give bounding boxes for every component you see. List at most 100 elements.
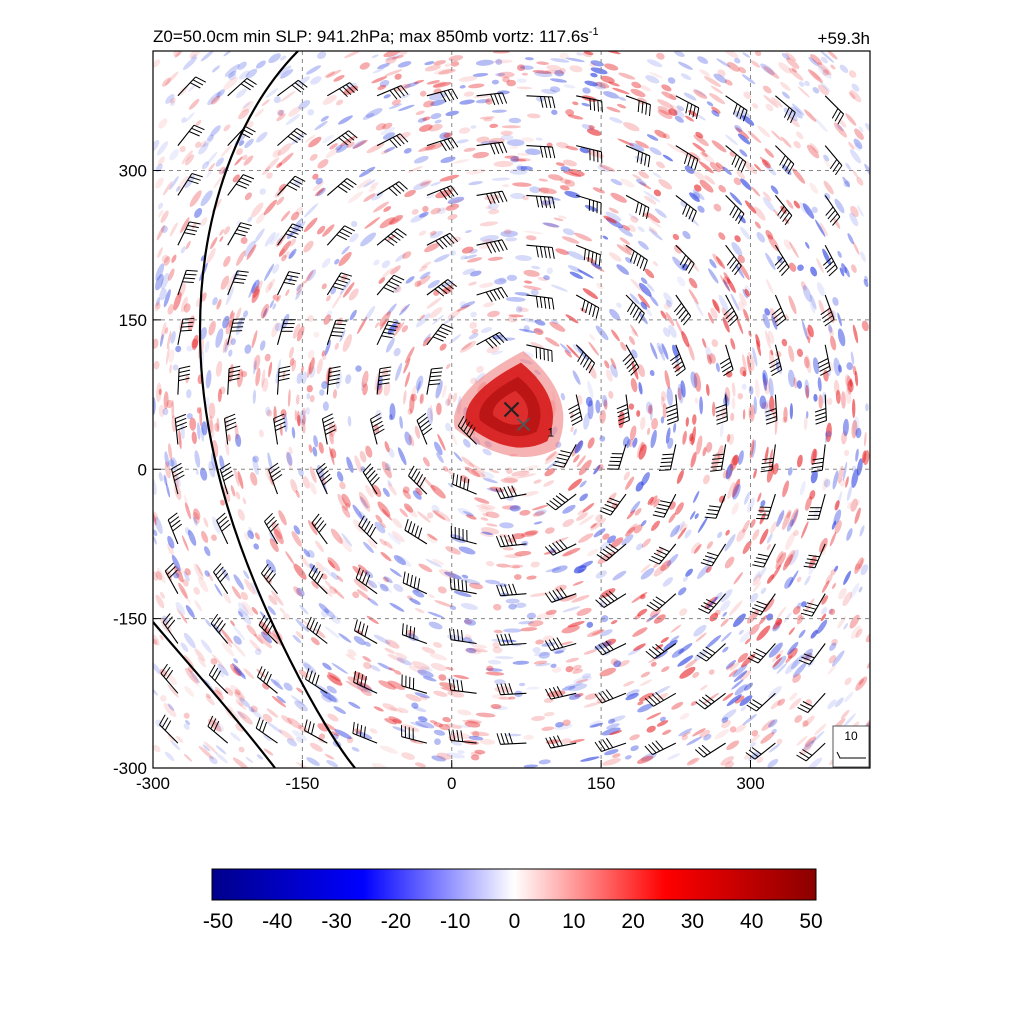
negative-vorticity-streak bbox=[388, 103, 403, 110]
negative-vorticity-streak bbox=[183, 632, 196, 649]
negative-vorticity-streak bbox=[265, 88, 279, 98]
positive-vorticity-streak bbox=[462, 719, 482, 724]
negative-vorticity-streak bbox=[434, 738, 441, 746]
positive-vorticity-streak bbox=[395, 652, 408, 660]
positive-vorticity-streak bbox=[640, 441, 645, 452]
positive-vorticity-streak bbox=[617, 103, 627, 109]
negative-vorticity-streak bbox=[856, 458, 863, 476]
negative-vorticity-streak bbox=[396, 657, 412, 666]
positive-vorticity-streak bbox=[230, 663, 242, 677]
positive-vorticity-streak bbox=[220, 144, 233, 158]
wind-barb bbox=[276, 319, 296, 345]
negative-vorticity-streak bbox=[163, 289, 171, 308]
negative-vorticity-streak bbox=[715, 362, 720, 373]
negative-vorticity-streak bbox=[173, 572, 180, 579]
negative-vorticity-streak bbox=[733, 670, 748, 683]
positive-vorticity-streak bbox=[167, 684, 179, 698]
positive-vorticity-streak bbox=[271, 590, 284, 606]
positive-vorticity-streak bbox=[176, 608, 182, 616]
positive-vorticity-streak bbox=[314, 187, 325, 197]
positive-vorticity-streak bbox=[700, 684, 708, 691]
negative-vorticity-streak bbox=[865, 403, 869, 412]
positive-vorticity-streak bbox=[704, 76, 721, 87]
wind-barb bbox=[725, 95, 748, 122]
negative-vorticity-streak bbox=[834, 697, 844, 708]
positive-vorticity-streak bbox=[810, 143, 819, 154]
positive-vorticity-streak bbox=[210, 95, 221, 105]
negative-vorticity-streak bbox=[694, 299, 704, 317]
negative-vorticity-streak bbox=[464, 254, 478, 260]
negative-vorticity-streak bbox=[360, 232, 377, 247]
negative-vorticity-streak bbox=[579, 493, 589, 502]
positive-vorticity-streak bbox=[213, 689, 224, 701]
positive-vorticity-streak bbox=[560, 738, 572, 744]
positive-vorticity-streak bbox=[852, 365, 857, 376]
negative-vorticity-streak bbox=[326, 310, 333, 318]
negative-vorticity-streak bbox=[760, 500, 766, 507]
positive-vorticity-streak bbox=[536, 61, 549, 65]
negative-vorticity-streak bbox=[242, 310, 249, 318]
negative-vorticity-streak bbox=[837, 328, 846, 347]
negative-vorticity-streak bbox=[334, 258, 340, 265]
positive-vorticity-streak bbox=[617, 138, 635, 147]
positive-vorticity-streak bbox=[397, 707, 409, 714]
positive-vorticity-streak bbox=[252, 285, 260, 298]
negative-vorticity-streak bbox=[156, 141, 169, 156]
negative-vorticity-streak bbox=[654, 208, 667, 218]
positive-vorticity-streak bbox=[415, 110, 425, 116]
negative-vorticity-streak bbox=[236, 220, 241, 226]
positive-vorticity-streak bbox=[486, 345, 500, 354]
negative-vorticity-streak bbox=[630, 500, 641, 514]
positive-vorticity-streak bbox=[578, 533, 594, 543]
positive-vorticity-streak bbox=[278, 183, 287, 192]
negative-vorticity-streak bbox=[212, 297, 218, 306]
positive-vorticity-streak bbox=[625, 246, 633, 253]
positive-vorticity-streak bbox=[727, 481, 735, 500]
positive-vorticity-streak bbox=[576, 512, 588, 521]
negative-vorticity-streak bbox=[812, 357, 820, 375]
positive-vorticity-streak bbox=[277, 233, 287, 247]
negative-vorticity-streak bbox=[307, 269, 317, 281]
negative-vorticity-streak bbox=[323, 566, 333, 578]
wind-barb bbox=[625, 244, 648, 271]
positive-vorticity-streak bbox=[153, 638, 158, 645]
positive-vorticity-streak bbox=[295, 761, 313, 768]
negative-vorticity-streak bbox=[387, 532, 401, 545]
negative-vorticity-streak bbox=[456, 139, 469, 144]
negative-vorticity-streak bbox=[269, 531, 276, 543]
positive-vorticity-streak bbox=[564, 551, 573, 558]
wind-barb bbox=[704, 493, 727, 519]
positive-vorticity-streak bbox=[576, 607, 592, 616]
positive-vorticity-streak bbox=[266, 172, 273, 179]
negative-vorticity-streak bbox=[832, 470, 839, 490]
positive-vorticity-streak bbox=[538, 178, 549, 182]
positive-vorticity-streak bbox=[309, 153, 318, 161]
negative-vorticity-streak bbox=[843, 180, 851, 188]
negative-vorticity-streak bbox=[303, 548, 311, 558]
positive-vorticity-streak bbox=[726, 433, 731, 443]
positive-vorticity-streak bbox=[618, 72, 636, 80]
positive-vorticity-streak bbox=[474, 497, 490, 504]
negative-vorticity-streak bbox=[275, 65, 292, 77]
positive-vorticity-streak bbox=[648, 217, 662, 228]
positive-vorticity-streak bbox=[407, 595, 413, 600]
positive-vorticity-streak bbox=[397, 131, 411, 140]
negative-vorticity-streak bbox=[392, 726, 407, 732]
positive-vorticity-streak bbox=[469, 582, 484, 590]
negative-vorticity-streak bbox=[389, 403, 396, 420]
wind-barb bbox=[476, 286, 509, 302]
wind-barb bbox=[745, 742, 776, 760]
positive-vorticity-streak bbox=[471, 468, 486, 478]
positive-vorticity-streak bbox=[231, 586, 242, 600]
negative-vorticity-streak bbox=[196, 422, 201, 440]
positive-vorticity-streak bbox=[679, 712, 690, 720]
positive-vorticity-streak bbox=[727, 62, 740, 72]
positive-vorticity-streak bbox=[384, 540, 393, 549]
positive-vorticity-streak bbox=[216, 298, 222, 310]
positive-vorticity-streak bbox=[359, 62, 370, 70]
positive-vorticity-streak bbox=[808, 555, 817, 569]
negative-vorticity-streak bbox=[186, 413, 193, 420]
positive-vorticity-streak bbox=[324, 580, 334, 590]
positive-vorticity-streak bbox=[728, 669, 738, 678]
positive-vorticity-streak bbox=[752, 529, 760, 541]
